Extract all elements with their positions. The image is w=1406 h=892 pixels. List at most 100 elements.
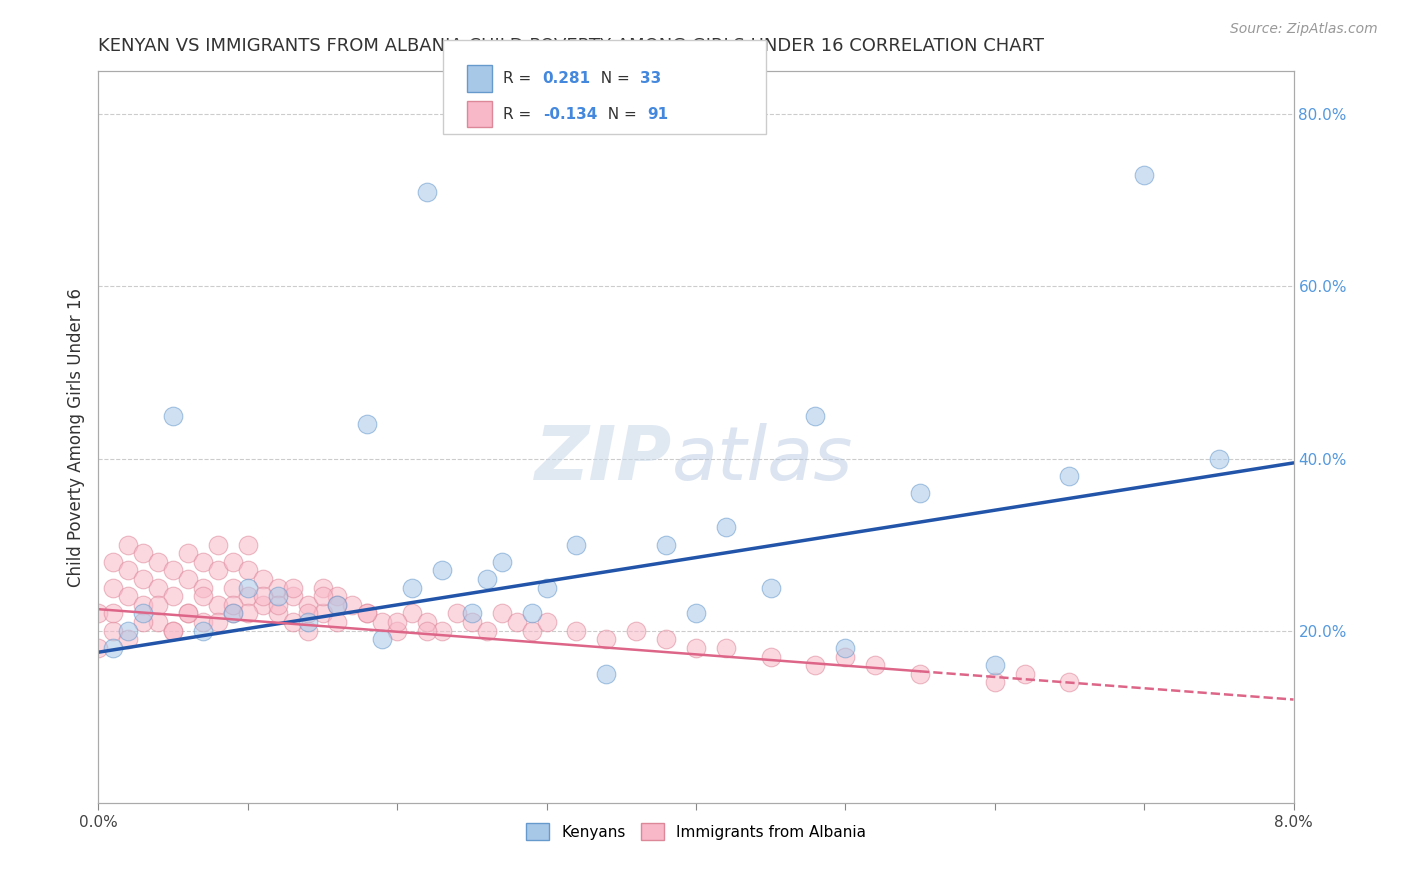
Point xyxy=(281,615,304,629)
Point xyxy=(117,632,139,647)
Point xyxy=(1059,675,1081,690)
Point xyxy=(297,615,319,629)
Point xyxy=(222,555,245,569)
Point xyxy=(865,658,887,673)
Point xyxy=(117,538,139,552)
Point xyxy=(356,607,378,621)
Point xyxy=(446,607,468,621)
Point xyxy=(267,581,290,595)
Point xyxy=(311,607,333,621)
Point xyxy=(297,598,319,612)
Point xyxy=(371,615,394,629)
Point xyxy=(356,607,378,621)
Point xyxy=(252,598,274,612)
Point xyxy=(236,607,259,621)
Point xyxy=(252,589,274,603)
Point xyxy=(401,581,423,595)
Point xyxy=(326,598,349,612)
Point xyxy=(908,486,931,500)
Point xyxy=(207,564,229,578)
Point xyxy=(148,598,170,612)
Point xyxy=(520,607,543,621)
Text: atlas: atlas xyxy=(672,423,853,495)
Point xyxy=(834,649,856,664)
Text: -0.134: -0.134 xyxy=(543,106,598,121)
Point xyxy=(595,632,617,647)
Point xyxy=(685,640,707,655)
Point xyxy=(536,615,558,629)
Point xyxy=(416,615,439,629)
Point xyxy=(326,615,349,629)
Point xyxy=(191,555,214,569)
Point xyxy=(475,572,498,586)
Point xyxy=(297,607,319,621)
Text: N =: N = xyxy=(591,71,634,86)
Point xyxy=(1014,666,1036,681)
Point xyxy=(491,607,513,621)
Point xyxy=(1208,451,1230,466)
Legend: Kenyans, Immigrants from Albania: Kenyans, Immigrants from Albania xyxy=(520,816,872,847)
Point xyxy=(297,624,319,638)
Point xyxy=(236,538,259,552)
Point xyxy=(461,607,484,621)
Point xyxy=(236,564,259,578)
Point xyxy=(132,607,155,621)
Point xyxy=(385,615,409,629)
Point xyxy=(177,607,200,621)
Point xyxy=(401,607,423,621)
Point xyxy=(162,409,184,423)
Point xyxy=(1133,168,1156,182)
Point xyxy=(191,589,214,603)
Point xyxy=(655,632,678,647)
Text: KENYAN VS IMMIGRANTS FROM ALBANIA CHILD POVERTY AMONG GIRLS UNDER 16 CORRELATION: KENYAN VS IMMIGRANTS FROM ALBANIA CHILD … xyxy=(98,37,1045,54)
Point xyxy=(804,409,827,423)
Point xyxy=(565,538,588,552)
Point xyxy=(506,615,529,629)
Text: N =: N = xyxy=(598,106,641,121)
Point xyxy=(222,581,245,595)
Point xyxy=(371,632,394,647)
Text: R =: R = xyxy=(503,106,537,121)
Point xyxy=(984,675,1007,690)
Point xyxy=(714,520,737,534)
Point xyxy=(117,624,139,638)
Point xyxy=(117,564,139,578)
Point xyxy=(177,546,200,560)
Point xyxy=(595,666,617,681)
Y-axis label: Child Poverty Among Girls Under 16: Child Poverty Among Girls Under 16 xyxy=(66,287,84,587)
Point xyxy=(148,581,170,595)
Text: R =: R = xyxy=(503,71,537,86)
Point xyxy=(207,538,229,552)
Point xyxy=(236,581,259,595)
Point xyxy=(222,607,245,621)
Point xyxy=(326,589,349,603)
Point xyxy=(132,572,155,586)
Point xyxy=(117,589,139,603)
Point xyxy=(162,624,184,638)
Point xyxy=(834,640,856,655)
Point xyxy=(132,598,155,612)
Point xyxy=(804,658,827,673)
Point xyxy=(103,555,125,569)
Point xyxy=(132,546,155,560)
Point xyxy=(103,640,125,655)
Point xyxy=(326,598,349,612)
Point xyxy=(191,624,214,638)
Point xyxy=(222,607,245,621)
Point xyxy=(207,598,229,612)
Point xyxy=(626,624,648,638)
Point xyxy=(565,624,588,638)
Point xyxy=(342,598,364,612)
Point xyxy=(236,589,259,603)
Point xyxy=(1059,468,1081,483)
Point xyxy=(281,589,304,603)
Point xyxy=(759,649,782,664)
Point xyxy=(281,581,304,595)
Text: ZIP: ZIP xyxy=(534,423,672,496)
Point xyxy=(356,417,378,432)
Point xyxy=(385,624,409,638)
Point xyxy=(520,624,543,638)
Text: 33: 33 xyxy=(640,71,661,86)
Point xyxy=(252,572,274,586)
Text: 91: 91 xyxy=(647,106,668,121)
